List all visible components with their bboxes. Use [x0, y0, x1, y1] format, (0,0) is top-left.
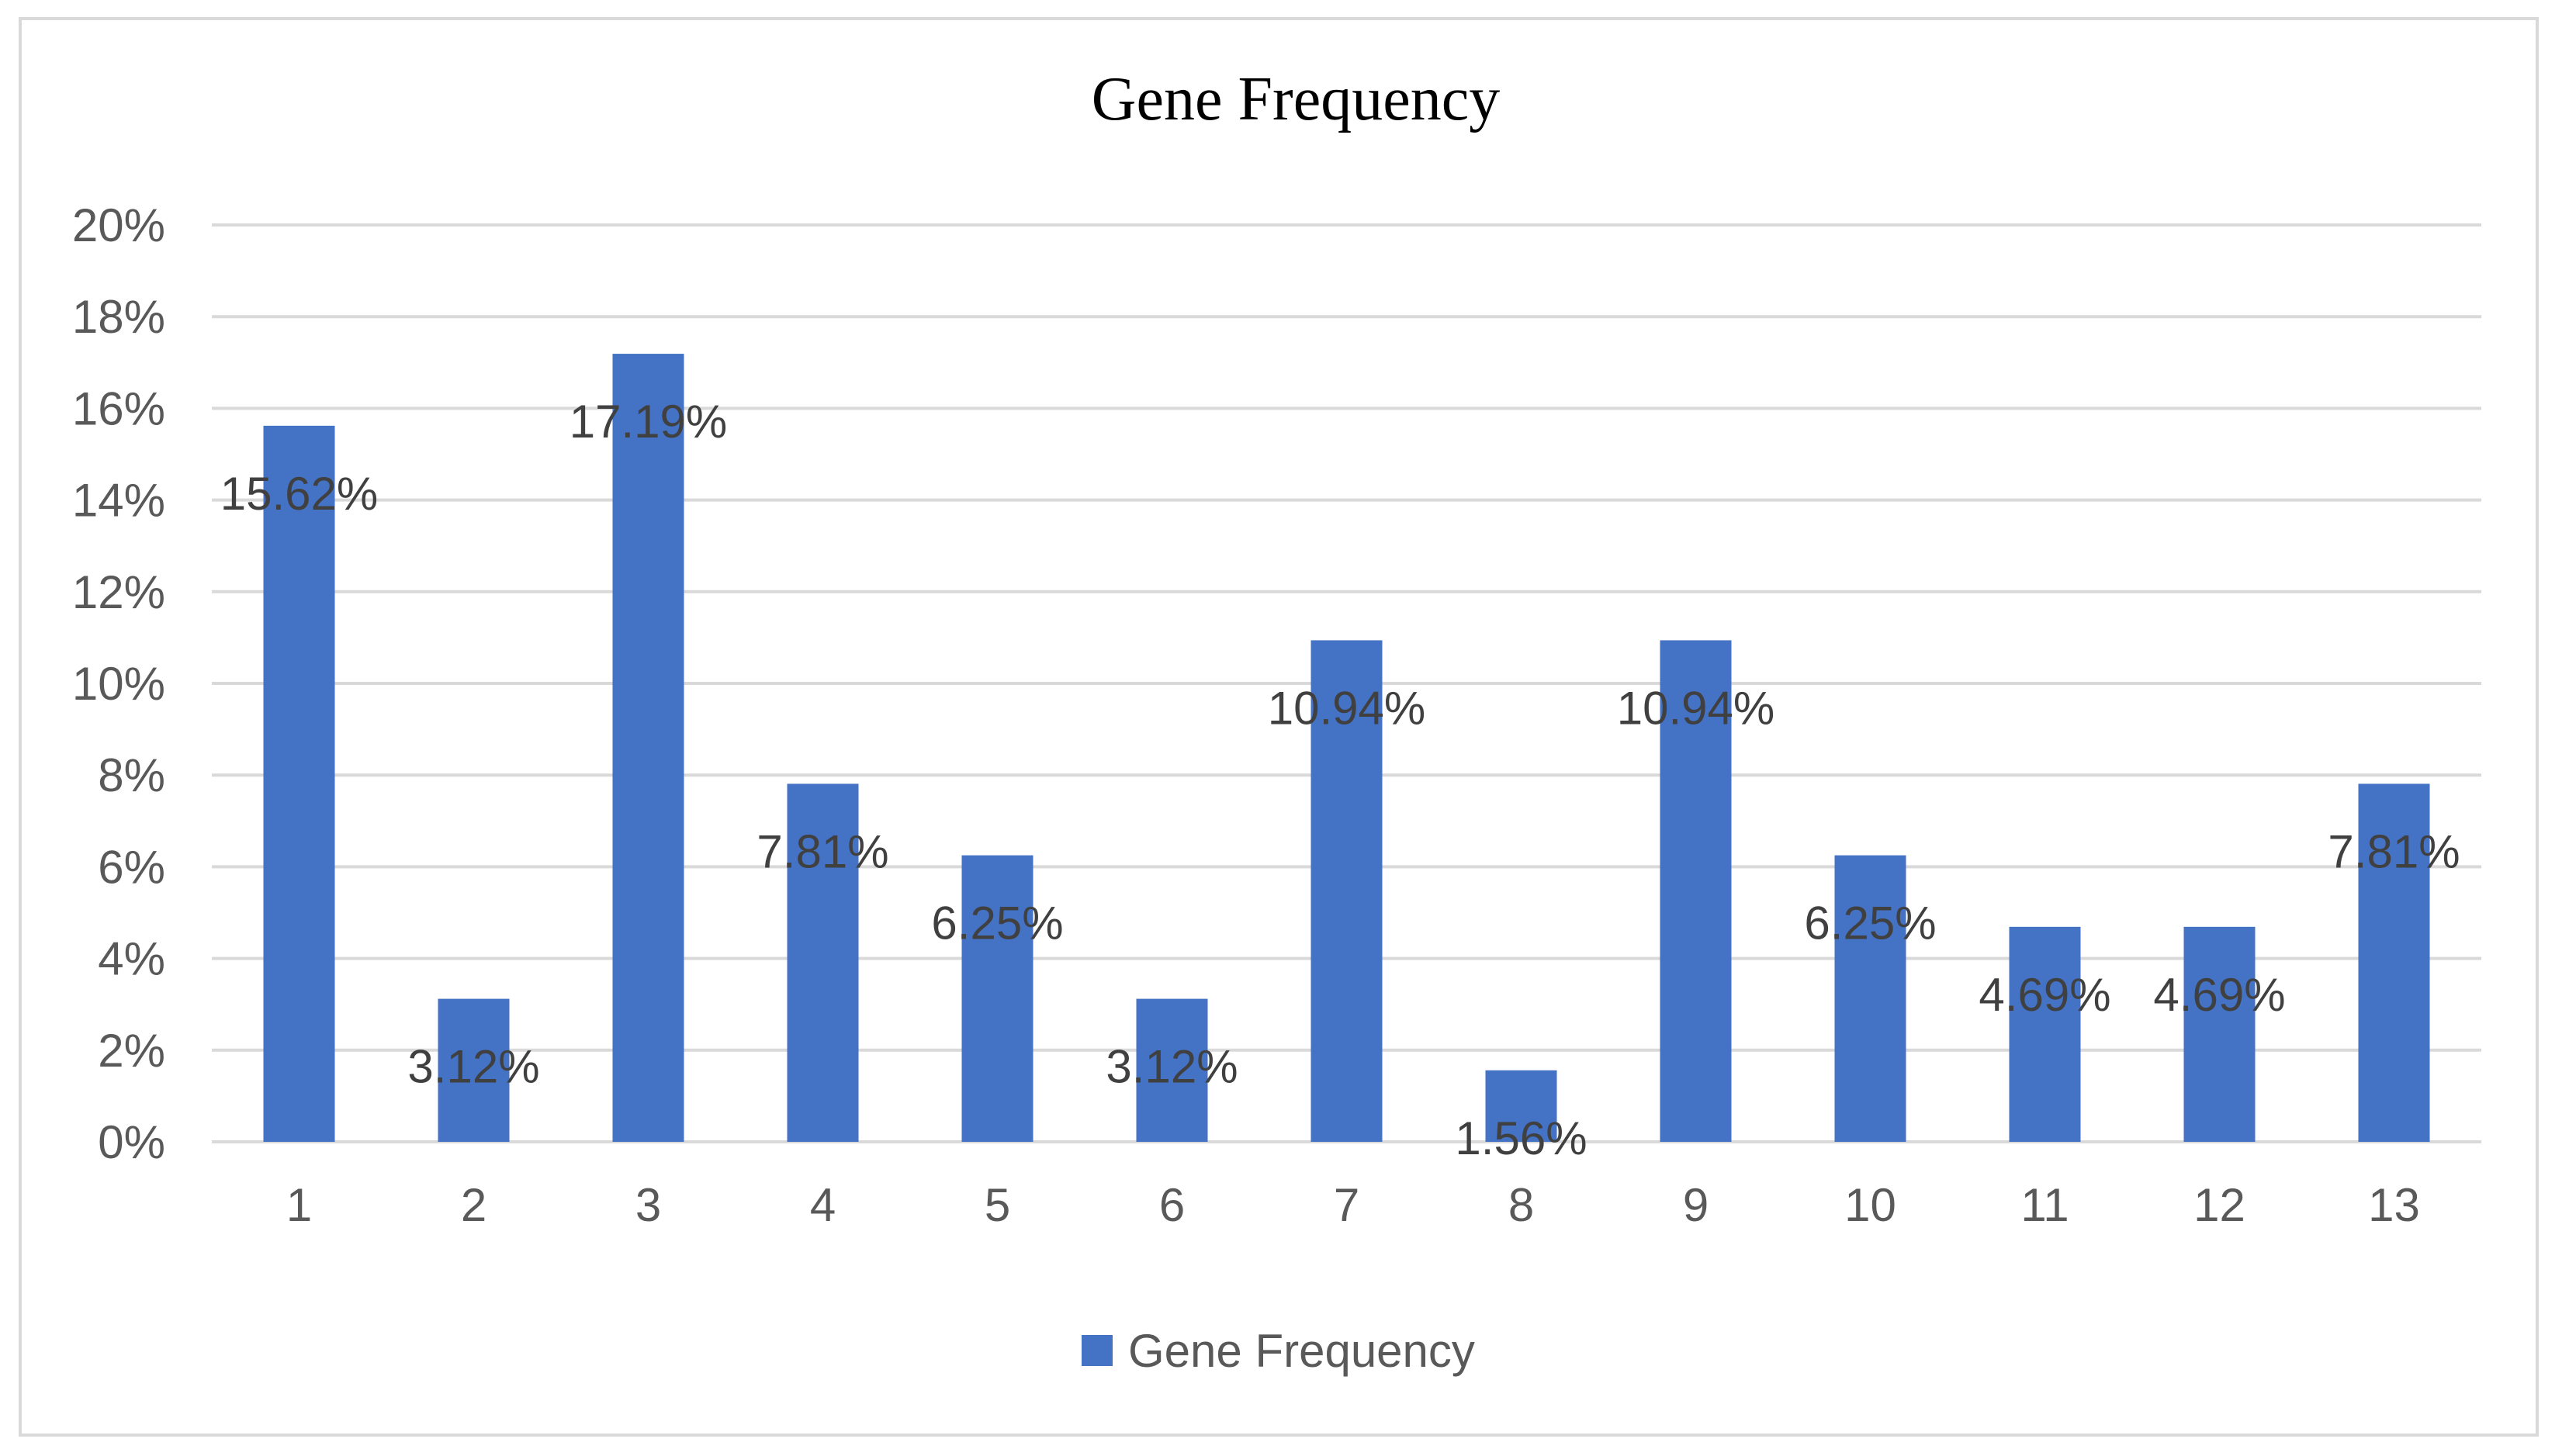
y-tick-label: 10% [72, 658, 165, 710]
chart-frame: Gene Frequency 0% 2% 4% 6% 8% 10% 12% 14% 16% 18%… [19, 17, 2539, 1437]
y-tick-label: 4% [98, 933, 165, 985]
y-tick-label: 2% [98, 1025, 165, 1077]
bar [2183, 926, 2256, 1142]
y-tick-label: 18% [72, 291, 165, 343]
bar [1660, 640, 1732, 1142]
bar [961, 855, 1033, 1142]
x-tick-label: 3 [635, 1179, 661, 1231]
bar [787, 783, 859, 1142]
y-tick-label: 12% [72, 566, 165, 618]
data-label: 6.25% [931, 897, 1063, 949]
bar [263, 425, 335, 1142]
x-tick-label: 9 [1683, 1179, 1709, 1231]
bar [1310, 640, 1383, 1142]
x-tick-label: 10 [1844, 1179, 1896, 1231]
x-tick-label: 4 [810, 1179, 836, 1231]
y-tick-label: 6% [98, 841, 165, 893]
y-tick-label: 0% [98, 1116, 165, 1168]
data-label: 3.12% [407, 1041, 539, 1093]
x-tick-label: 7 [1334, 1179, 1359, 1231]
bar [2009, 926, 2081, 1142]
data-label: 10.94% [1617, 682, 1775, 734]
bar [1485, 1070, 1557, 1142]
data-label: 10.94% [1268, 682, 1426, 734]
x-tick-label: 8 [1508, 1179, 1534, 1231]
data-label: 15.62% [220, 468, 379, 520]
x-tick-label: 5 [985, 1179, 1010, 1231]
y-tick-label: 14% [72, 475, 165, 527]
bar [2358, 783, 2430, 1142]
bar [438, 998, 510, 1142]
bar [1136, 998, 1208, 1142]
data-label: 3.12% [1106, 1041, 1238, 1093]
bar-chart: Gene Frequency 0% 2% 4% 6% 8% 10% 12% 14% 16% 18%… [72, 65, 2481, 1377]
data-label: 6.25% [1804, 897, 1936, 949]
bar [612, 354, 684, 1142]
data-label: 17.19% [570, 396, 728, 448]
x-tick-label: 6 [1159, 1179, 1185, 1231]
x-tick-label: 2 [461, 1179, 486, 1231]
data-label: 1.56% [1455, 1112, 1587, 1164]
x-tick-label: 1 [286, 1179, 312, 1231]
legend-label: Gene Frequency [1128, 1325, 1475, 1377]
x-tick-label: 12 [2193, 1179, 2245, 1231]
x-tick-label: 13 [2368, 1179, 2420, 1231]
x-tick-label: 11 [2020, 1179, 2069, 1231]
data-label: 7.81% [2328, 825, 2460, 877]
y-tick-label: 20% [72, 199, 165, 251]
bar [1834, 855, 1906, 1142]
data-label: 7.81% [757, 825, 888, 877]
chart-title: Gene Frequency [1092, 65, 1500, 133]
data-label: 4.69% [1979, 969, 2110, 1021]
y-tick-label: 16% [72, 382, 165, 434]
legend-swatch [1082, 1335, 1113, 1366]
data-label: 4.69% [2153, 969, 2285, 1021]
y-tick-label: 8% [98, 749, 165, 801]
